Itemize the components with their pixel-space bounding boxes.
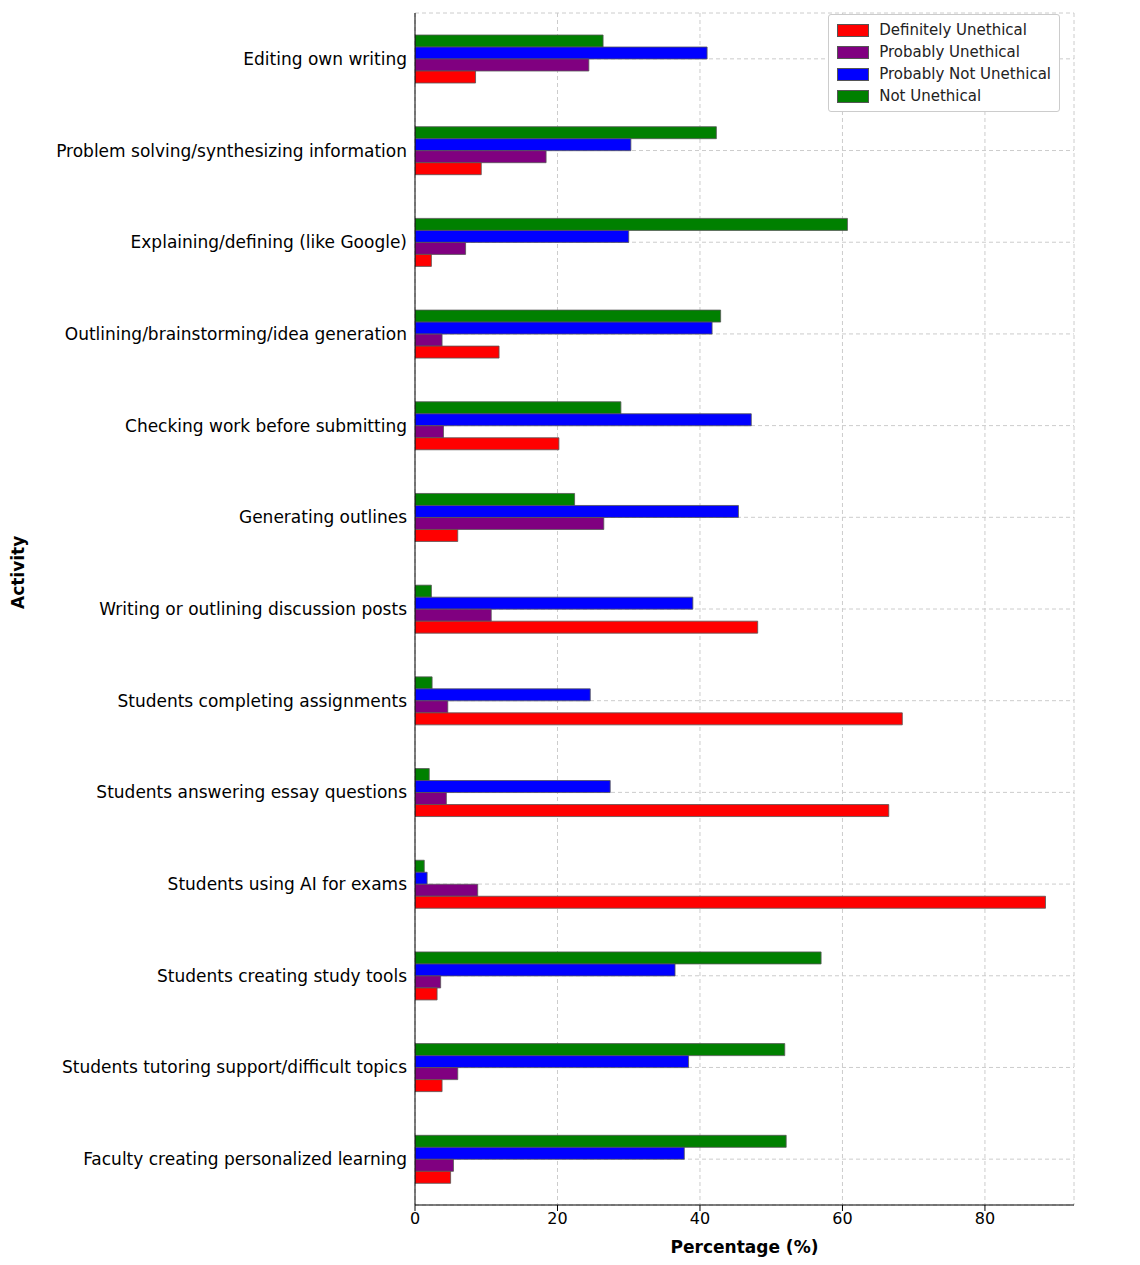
svg-text:Explaining/defining (like Goog: Explaining/defining (like Google) — [131, 232, 407, 252]
svg-text:Problem solving/synthesizing i: Problem solving/synthesizing information — [56, 141, 407, 161]
svg-text:Editing own writing: Editing own writing — [243, 49, 407, 69]
svg-text:80: 80 — [975, 1209, 995, 1228]
svg-text:Activity: Activity — [8, 536, 28, 609]
svg-text:0: 0 — [410, 1209, 420, 1228]
svg-text:Students answering essay quest: Students answering essay questions — [96, 782, 407, 802]
svg-text:Students completing assignment: Students completing assignments — [117, 691, 407, 711]
svg-text:60: 60 — [832, 1209, 852, 1228]
svg-text:Students tutoring support/diff: Students tutoring support/difficult topi… — [62, 1057, 407, 1077]
svg-text:Checking work before submittin: Checking work before submitting — [125, 416, 407, 436]
html-text:Probably Not Unethical: Probably Not Unethical — [879, 65, 1051, 83]
html-text:Not Unethical: Not Unethical — [879, 87, 982, 105]
svg-text:Percentage (%): Percentage (%) — [671, 1237, 819, 1257]
svg-text:Outlining/brainstorming/idea g: Outlining/brainstorming/idea generation — [65, 324, 407, 344]
svg-text:Students using AI for exams: Students using AI for exams — [168, 874, 408, 894]
svg-text:Faculty creating personalized: Faculty creating personalized learning — [83, 1149, 407, 1169]
svg-text:Generating outlines: Generating outlines — [239, 507, 407, 527]
html-text:Probably Unethical: Probably Unethical — [879, 43, 1020, 61]
svg-text:20: 20 — [547, 1209, 567, 1228]
svg-text:40: 40 — [690, 1209, 710, 1228]
html-text:Definitely Unethical: Definitely Unethical — [879, 21, 1027, 39]
svg-text:Students creating study tools: Students creating study tools — [157, 966, 407, 986]
svg-text:Writing or outlining discussio: Writing or outlining discussion posts — [99, 599, 407, 619]
